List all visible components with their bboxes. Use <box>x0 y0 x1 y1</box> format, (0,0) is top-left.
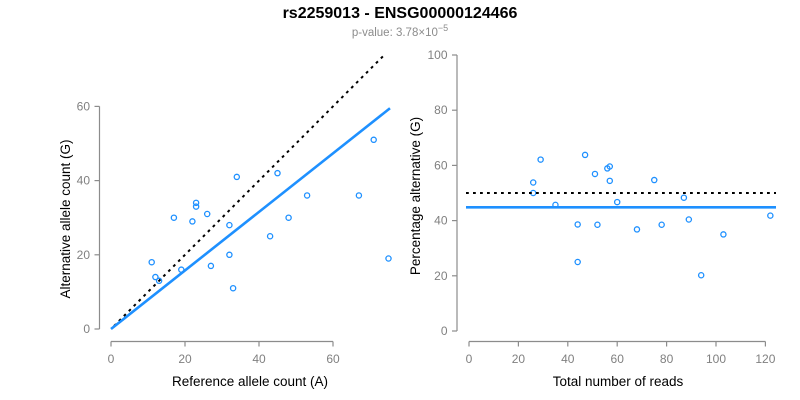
figure-title: rs2259013 - ENSG00000124466 <box>283 5 518 22</box>
x-tick-label: 80 <box>660 352 674 366</box>
x-tick-label: 40 <box>252 352 266 366</box>
data-point <box>355 192 363 199</box>
data-point <box>226 251 233 259</box>
data-point <box>192 199 200 207</box>
x-tick-label: 100 <box>706 352 726 366</box>
x-tick-label: 40 <box>561 352 575 366</box>
data-point <box>680 194 688 201</box>
data-point <box>285 214 292 221</box>
x-tick-label: 120 <box>755 352 775 366</box>
data-point <box>303 192 311 199</box>
data-point <box>591 170 599 178</box>
data-point <box>203 210 211 218</box>
data-point <box>385 255 392 262</box>
data-point <box>529 179 537 186</box>
y-tick-label: 100 <box>427 48 447 62</box>
x-tick-label: 20 <box>178 352 192 366</box>
right-y-axis-title: Percentage alternative (G) <box>408 117 423 275</box>
data-point <box>207 262 215 270</box>
y-tick-label: 0 <box>441 324 448 338</box>
left-y-axis-title: Alternative allele count (G) <box>58 139 73 298</box>
data-point <box>581 151 589 159</box>
y-tick-label: 60 <box>434 158 448 172</box>
data-point <box>606 163 614 170</box>
data-point <box>370 136 377 144</box>
data-point <box>606 177 614 185</box>
data-point <box>658 221 665 228</box>
data-point <box>537 156 544 163</box>
data-point <box>148 258 155 266</box>
right-scatter-panel: 0 20 40 60 80 100 120 0 20 40 60 80 100 <box>427 48 776 366</box>
data-point <box>613 198 621 206</box>
data-point <box>594 221 601 228</box>
y-tick-label: 40 <box>77 174 91 188</box>
data-point <box>651 176 658 184</box>
y-tick-label: 60 <box>77 99 91 113</box>
data-point <box>189 218 196 225</box>
left-scatter-panel: 0 20 40 60 0 20 40 60 <box>77 53 392 366</box>
data-point <box>152 273 159 281</box>
y-tick-label: 0 <box>83 322 90 336</box>
y-tick-label: 20 <box>434 269 448 283</box>
data-point <box>697 271 705 279</box>
data-point <box>233 173 241 181</box>
data-point <box>266 232 274 240</box>
data-point <box>633 226 641 233</box>
data-point <box>170 214 178 221</box>
pvalue-text: p-value: 3.78×10 <box>352 27 438 39</box>
y-tick-label: 80 <box>434 103 448 117</box>
data-point <box>226 221 233 229</box>
x-tick-label: 20 <box>512 352 526 366</box>
figure-subtitle: p-value: 3.78×10−5 <box>352 23 448 39</box>
data-point <box>767 212 774 219</box>
x-tick-label: 60 <box>326 352 340 366</box>
data-point <box>155 277 163 285</box>
x-tick-label: 60 <box>611 352 625 366</box>
x-tick-label: 0 <box>108 352 115 366</box>
identity-line-y-equals-x <box>113 53 386 327</box>
pvalue-exponent: −5 <box>438 23 448 33</box>
data-point <box>274 169 281 177</box>
data-point <box>574 221 581 228</box>
data-point <box>574 258 581 266</box>
data-point <box>720 231 727 238</box>
data-point <box>685 216 693 223</box>
y-tick-label: 40 <box>434 214 448 228</box>
fit-line <box>110 107 391 331</box>
data-point <box>192 203 200 210</box>
data-point <box>229 284 237 292</box>
y-tick-label: 20 <box>77 248 91 262</box>
right-x-axis-title: Total number of reads <box>553 374 684 389</box>
x-tick-label: 0 <box>466 352 473 366</box>
left-x-axis-title: Reference allele count (A) <box>172 374 328 389</box>
